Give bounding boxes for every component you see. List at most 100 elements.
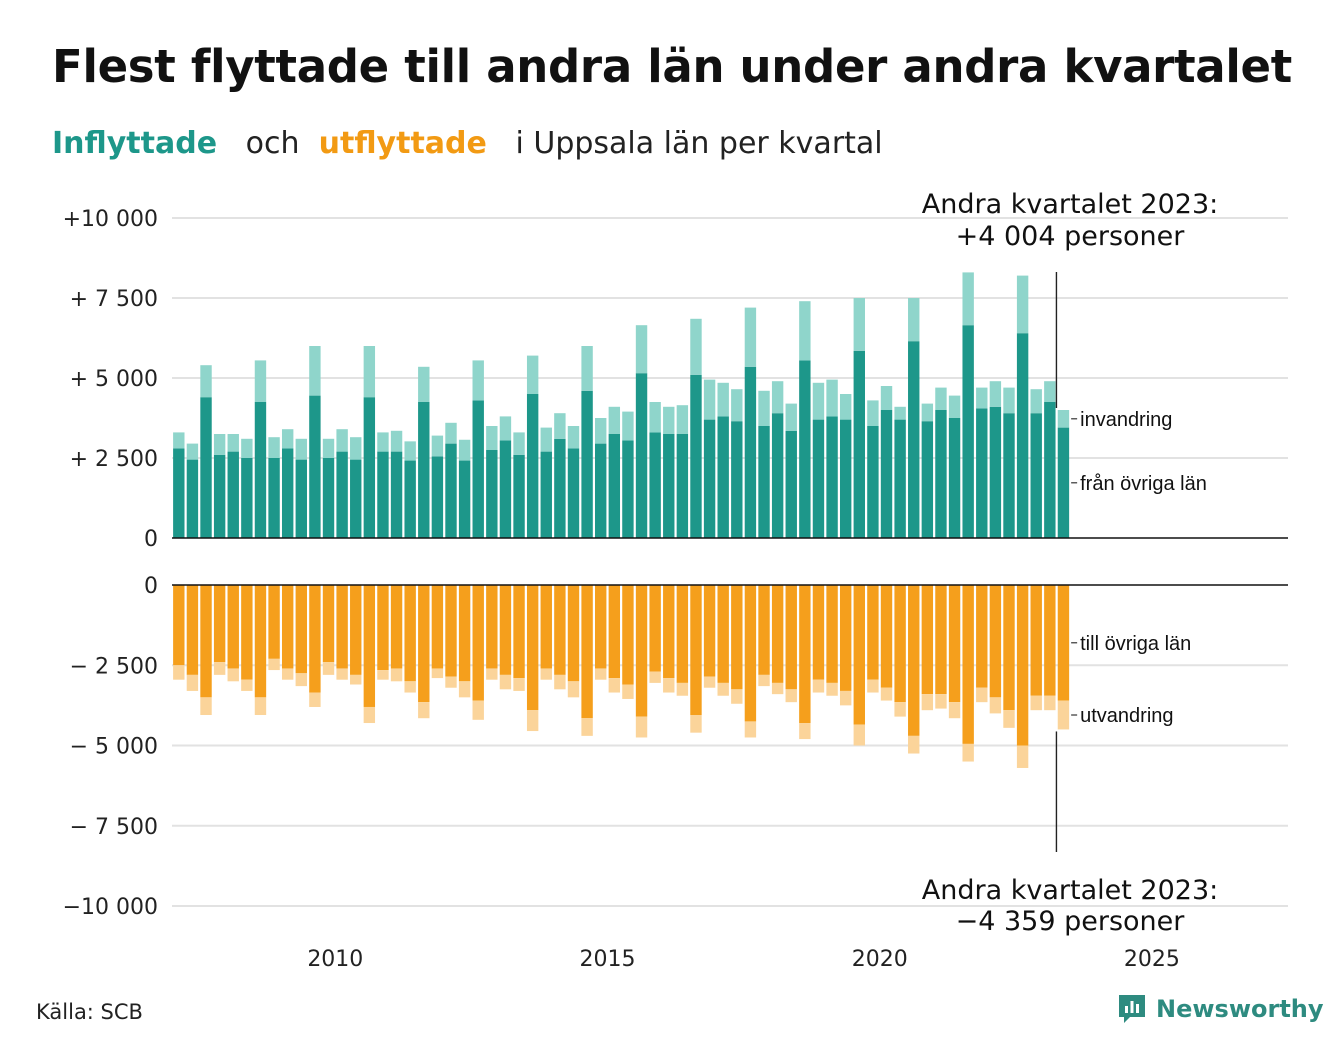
bar-inflow-counties — [377, 451, 389, 538]
bar-emigration — [867, 679, 879, 693]
bar-inflow-counties — [703, 419, 716, 538]
bar-immigration — [1030, 389, 1042, 414]
bar-immigration — [839, 394, 852, 420]
bar-inflow-counties — [799, 360, 811, 538]
bar-emigration — [418, 702, 430, 719]
labels: +10 000 + 7 500 + 5 000 + 2 500 0 0 − 2 500 − 5… — [63, 189, 1219, 972]
bar-inflow-counties — [404, 460, 416, 538]
bar-inflow-counties — [254, 402, 267, 538]
bar-inflow-counties — [717, 416, 729, 538]
bar-emigration — [826, 682, 838, 696]
bar-inflow-counties — [295, 459, 307, 538]
bar-immigration — [635, 325, 648, 374]
bar-immigration — [213, 434, 226, 455]
bar-outflow-counties — [608, 585, 621, 679]
bar-inflow-counties — [676, 434, 689, 538]
bar-emigration — [908, 735, 920, 754]
bar-immigration — [540, 427, 552, 452]
bar-outflow-counties — [513, 585, 525, 679]
bar-outflow-counties — [322, 585, 335, 663]
bar-immigration — [554, 413, 566, 439]
bar-inflow-counties — [472, 400, 484, 538]
bar-outflow-counties — [486, 585, 498, 669]
bar-inflow-counties — [622, 440, 634, 538]
bar-inflow-counties — [1016, 333, 1029, 538]
bar-immigration — [989, 381, 1002, 407]
bar-emigration — [717, 682, 729, 696]
bar-outflow-counties — [676, 585, 689, 683]
bar-inflow-counties — [771, 413, 784, 538]
y-tick-label-top: +10 000 — [63, 207, 158, 232]
bar-outflow-counties — [785, 585, 797, 690]
bar-emigration — [1030, 695, 1042, 711]
bar-outflow-counties — [908, 585, 920, 736]
bar-outflow-counties — [622, 585, 634, 685]
bar-outflow-counties — [1003, 585, 1015, 711]
bar-emigration — [731, 689, 743, 704]
bar-emigration — [703, 676, 716, 688]
bar-immigration — [173, 432, 185, 449]
bar-emigration — [1016, 745, 1029, 768]
bar-outflow-counties — [880, 585, 893, 688]
bar-immigration — [336, 429, 348, 452]
x-tick-label: 2015 — [580, 947, 636, 972]
y-tick-label-top: 0 — [144, 527, 158, 552]
bar-outflow-counties — [663, 585, 675, 679]
bar-immigration — [322, 438, 335, 458]
bar-inflow-counties — [608, 434, 621, 538]
bar-immigration — [254, 360, 267, 402]
bar-inflow-counties — [581, 390, 593, 538]
bar-emigration — [649, 671, 661, 683]
y-tick-label-top: + 7 500 — [70, 287, 158, 312]
bar-outflow-counties — [799, 585, 811, 724]
bar-outflow-counties — [948, 585, 961, 703]
bar-outflow-counties — [377, 585, 389, 671]
bar-inflow-counties — [894, 419, 906, 538]
bar-immigration — [690, 318, 702, 375]
brand-name: Newsworthy — [1156, 995, 1324, 1023]
bars — [173, 272, 1070, 768]
bar-immigration — [431, 435, 444, 457]
bar-emigration — [1003, 710, 1015, 728]
bar-chart-icon — [1119, 995, 1145, 1023]
bar-immigration — [622, 411, 634, 441]
bar-emigration — [458, 681, 471, 698]
bar-immigration — [513, 432, 525, 455]
bar-inflow-counties — [853, 350, 865, 538]
bar-emigration — [635, 716, 648, 738]
bar-immigration — [785, 403, 797, 431]
bar-outflow-counties — [1044, 585, 1056, 696]
bar-outflow-counties — [526, 585, 539, 711]
annotation-top-line2: +4 004 personer — [956, 221, 1186, 252]
bar-outflow-counties — [812, 585, 825, 680]
bar-inflow-counties — [758, 426, 770, 538]
bar-immigration — [771, 381, 784, 414]
bar-outflow-counties — [281, 585, 294, 669]
bar-inflow-counties — [880, 410, 893, 538]
bar-emigration — [567, 681, 580, 698]
y-tick-label-top: + 2 500 — [70, 447, 158, 472]
bar-immigration — [717, 382, 729, 417]
bar-emigration — [839, 690, 852, 706]
bar-immigration — [1057, 410, 1070, 428]
bar-outflow-counties — [186, 585, 199, 675]
bar-emigration — [622, 684, 634, 699]
bar-inflow-counties — [390, 451, 403, 538]
bar-emigration — [676, 682, 689, 696]
bar-immigration — [377, 432, 389, 452]
bar-immigration — [867, 400, 879, 426]
bar-immigration — [758, 390, 770, 426]
bar-immigration — [186, 443, 199, 460]
bar-immigration — [1044, 381, 1056, 402]
bar-emigration — [186, 674, 199, 691]
bar-emigration — [690, 715, 702, 733]
bar-inflow-counties — [322, 458, 335, 538]
bar-outflow-counties — [894, 585, 906, 703]
annotation-top-line1: Andra kvartalet 2023: — [922, 189, 1218, 220]
bar-inflow-counties — [499, 440, 512, 538]
bar-immigration — [472, 360, 484, 401]
bar-inflow-counties — [445, 443, 457, 538]
bar-immigration — [908, 298, 920, 342]
bar-inflow-counties — [309, 395, 321, 538]
